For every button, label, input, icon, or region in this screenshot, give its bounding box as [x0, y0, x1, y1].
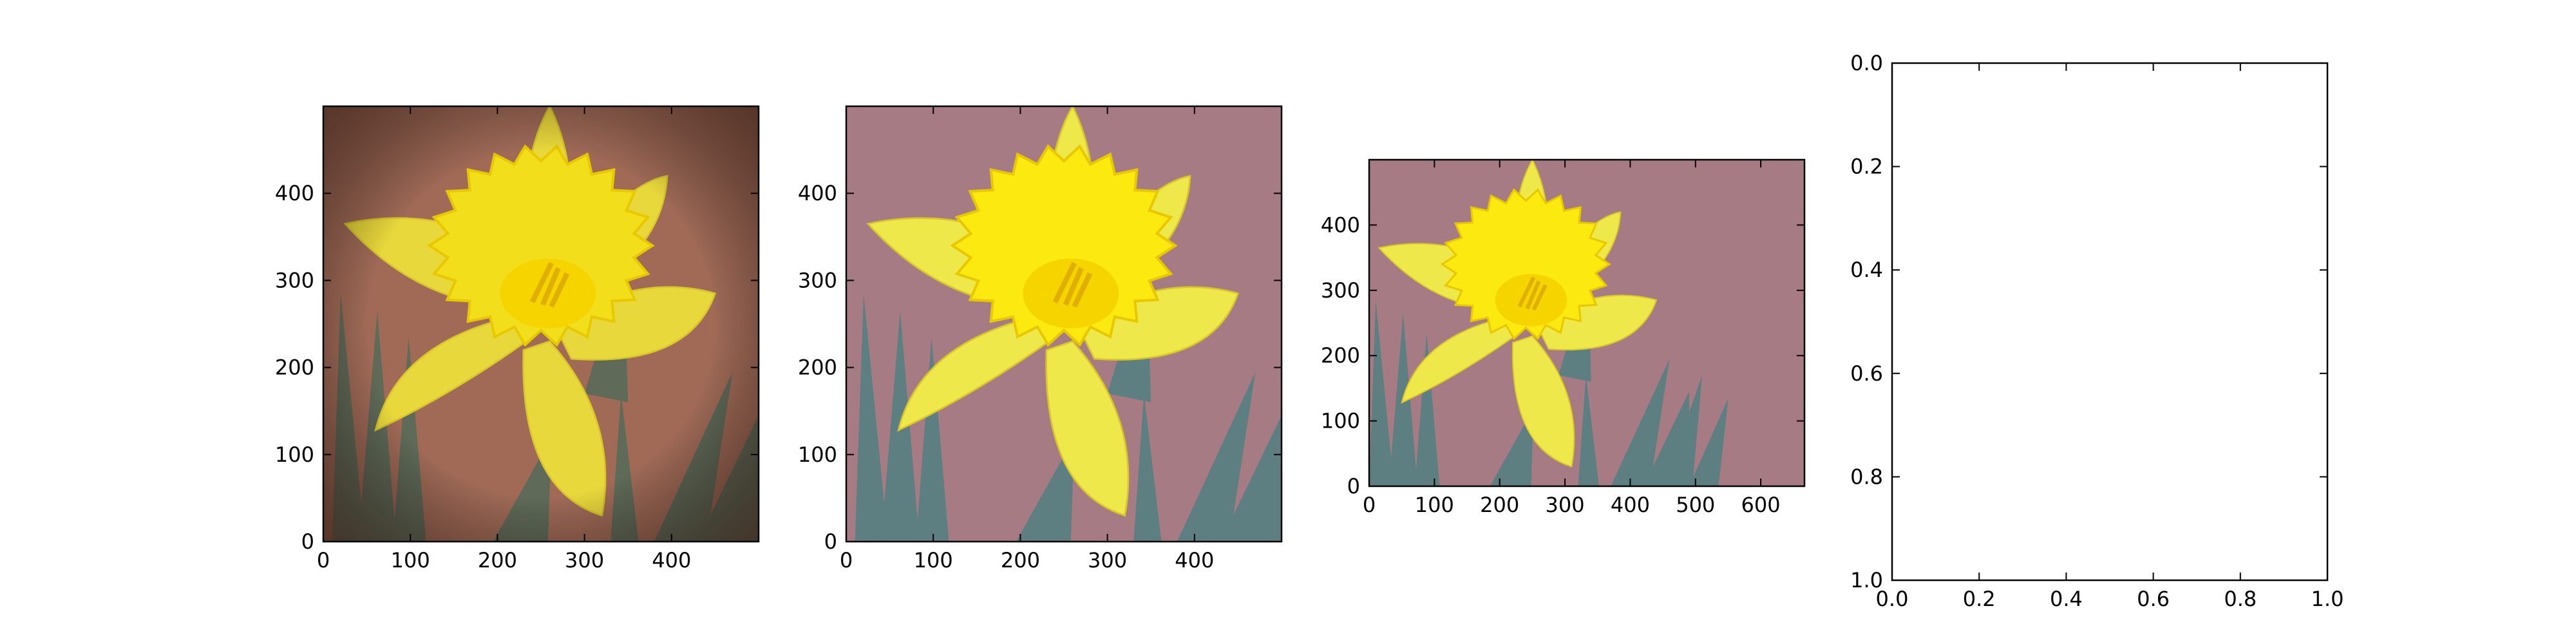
x-tick-label: 300	[1546, 493, 1585, 517]
y-tick-label: 1.0	[1850, 568, 1883, 592]
y-tick-label: 0.0	[1850, 51, 1883, 75]
leaf-shape	[1414, 332, 1440, 486]
trumpet-shape	[1440, 188, 1611, 341]
x-tick-label: 400	[652, 548, 691, 573]
y-tick-label: 0.2	[1850, 155, 1883, 179]
x-tick-label: 0.2	[1963, 587, 1996, 611]
petal-shape	[1401, 316, 1520, 404]
x-tick-label: 400	[1611, 493, 1650, 517]
x-tick-label: 0	[840, 548, 853, 573]
stamen-shape	[1052, 261, 1093, 308]
trumpet-shape	[950, 144, 1178, 347]
y-tick-label: 100	[275, 442, 314, 467]
x-tick-label: 600	[1741, 493, 1781, 517]
x-tick-label: 100	[914, 548, 953, 573]
petal-shape	[1045, 340, 1130, 517]
x-tick-label: 200	[1480, 493, 1519, 517]
y-tick-label: 0.6	[1850, 361, 1883, 386]
x-tick-label: 400	[1175, 548, 1214, 573]
x-tick-label: 0.4	[2050, 587, 2083, 611]
y-tick-label: 0.8	[1850, 464, 1883, 489]
leaf-shape	[855, 293, 888, 542]
x-tick-label: 300	[565, 548, 604, 573]
subplot-1: 0 100 200 300 400 0 100 200 300 400	[275, 105, 760, 573]
axes-frame	[322, 105, 760, 543]
y-tick-label: 0	[824, 529, 837, 554]
leaf-shape	[1133, 393, 1162, 542]
y-tick-label: 400	[275, 181, 314, 205]
x-tick-label: 0.8	[2224, 587, 2257, 611]
x-tick-label: 200	[1001, 548, 1040, 573]
subplot-3: 0 100 200 300 400 500 600 0 100 200 300 400	[1321, 158, 1806, 517]
y-tick-label: 100	[1321, 409, 1360, 433]
x-tick-label: 100	[391, 548, 430, 573]
axes-frame	[845, 105, 1283, 543]
x-tick-label: 300	[1088, 548, 1127, 573]
vignette-overlay	[323, 106, 759, 542]
leaf-shape	[1689, 398, 1728, 486]
leaf-shape	[1578, 375, 1599, 486]
leaf-shape	[1643, 391, 1689, 486]
petal-shape	[1511, 335, 1575, 468]
x-tick-label: 0.6	[2137, 587, 2170, 611]
leaf-shape	[916, 337, 949, 542]
x-tick-label: 0.0	[1876, 587, 1909, 611]
x-tick-label: 1.0	[2311, 587, 2344, 611]
y-tick-label: 200	[275, 355, 314, 380]
subplot-2: 0 100 200 300 400 0 100 200 300 400	[798, 105, 1283, 573]
y-tick-label: 100	[798, 442, 837, 467]
daffodil-image	[855, 106, 1282, 542]
y-tick-label: 300	[798, 268, 837, 292]
leaf-shape	[1016, 437, 1075, 542]
leaf-shape	[1490, 408, 1534, 486]
y-tick-label: 200	[1321, 343, 1360, 368]
y-tick-label: 300	[275, 268, 314, 292]
y-tick-label: 0	[301, 529, 314, 554]
daffodil-image	[1369, 160, 1728, 486]
y-tick-label: 0	[1347, 474, 1360, 498]
x-tick-label: 0	[1363, 493, 1376, 517]
y-tick-label: 400	[1321, 213, 1360, 237]
y-tick-label: 0.4	[1850, 258, 1883, 282]
y-tick-label: 300	[1321, 278, 1360, 303]
x-tick-label: 200	[478, 548, 517, 573]
x-tick-label: 0	[317, 548, 330, 573]
leaf-shape	[1663, 375, 1703, 486]
daffodil-image	[323, 106, 759, 542]
axes-frame	[1368, 158, 1806, 488]
x-tick-label: 100	[1415, 493, 1454, 517]
subplot-4: 0.0 0.2 0.4 0.6 0.8 1.00.00.20.40.60.81.0	[1850, 51, 2344, 611]
y-tick-label: 400	[798, 181, 837, 205]
leaf-shape	[1369, 300, 1394, 486]
y-tick-label: 200	[798, 355, 837, 380]
stamen-shape	[1517, 276, 1548, 311]
x-tick-label: 500	[1676, 493, 1715, 517]
petal-shape	[897, 314, 1057, 432]
axes-frame	[1891, 62, 2329, 582]
